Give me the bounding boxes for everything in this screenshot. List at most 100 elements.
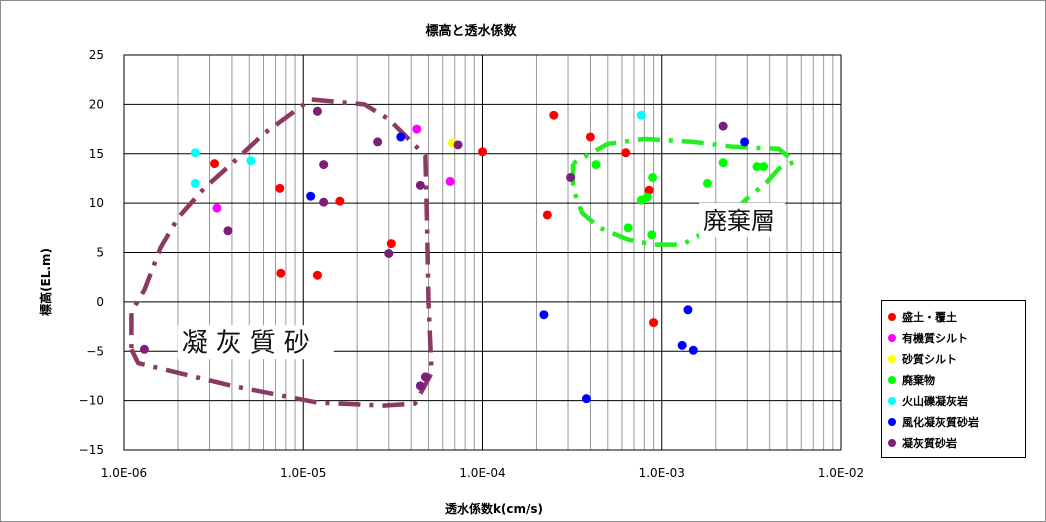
legend-item: 有機質シルト — [888, 327, 1025, 348]
legend-marker — [888, 396, 896, 405]
data-point — [718, 158, 728, 168]
y-tick-label: 5 — [96, 246, 104, 260]
data-point — [718, 121, 728, 131]
legend-item: 廃棄物 — [888, 369, 1025, 390]
legend-label: 盛土・覆土 — [902, 310, 957, 324]
data-point — [542, 210, 552, 220]
x-tick-label: 1.0E-05 — [280, 466, 326, 480]
legend-item: 盛土・覆土 — [888, 306, 1025, 327]
chart-title: 標高と透水係数 — [425, 23, 517, 39]
data-point — [703, 178, 713, 188]
y-tick-label: 20 — [89, 97, 104, 111]
data-point — [644, 185, 654, 195]
data-point — [210, 159, 220, 169]
data-point — [740, 137, 750, 147]
data-point — [647, 230, 657, 240]
data-point — [752, 162, 762, 172]
x-axis-label: 透水係数k(cm/s) — [445, 501, 543, 516]
y-tick-label: −10 — [79, 394, 104, 408]
legend-item: 凝灰質砂岩 — [888, 432, 1025, 453]
data-point — [139, 344, 149, 354]
x-tick-label: 1.0E-03 — [639, 466, 685, 480]
legend-item: 火山礫凝灰岩 — [888, 390, 1025, 411]
data-point — [312, 106, 322, 116]
data-point — [566, 172, 576, 182]
data-point — [478, 147, 487, 157]
annotations: 凝灰質砂 廃棄層 — [177, 202, 786, 360]
data-point — [621, 148, 631, 158]
data-point — [581, 394, 591, 404]
data-point — [683, 305, 693, 315]
legend-marker — [888, 375, 896, 384]
legend-label: 廃棄物 — [902, 373, 935, 387]
legend-label: 有機質シルト — [902, 331, 968, 345]
legend-marker — [888, 438, 896, 447]
data-point — [246, 156, 256, 166]
y-tick-label: 10 — [89, 196, 104, 210]
region-outlines — [129, 97, 797, 408]
data-point — [688, 345, 698, 355]
data-point — [335, 196, 345, 206]
data-points — [139, 106, 769, 404]
data-point — [759, 162, 769, 172]
data-point — [190, 148, 200, 158]
y-tick-label: 0 — [96, 295, 104, 309]
data-point — [453, 140, 463, 150]
y-tick-label: −5 — [86, 344, 104, 358]
y-axis-ticks: 25 20 15 10 5 0 −5 −10 −15 — [79, 48, 104, 457]
data-point — [396, 132, 406, 142]
legend-label: 火山礫凝灰岩 — [902, 394, 968, 408]
data-point — [585, 132, 595, 142]
x-tick-label: 1.0E-04 — [459, 466, 505, 480]
data-point — [212, 203, 222, 213]
data-point — [636, 110, 646, 120]
plot-area — [123, 54, 842, 451]
legend-marker — [888, 312, 896, 321]
data-point — [539, 310, 549, 320]
data-point — [623, 223, 633, 233]
x-axis-ticks: 1.0E-06 1.0E-05 1.0E-04 1.0E-03 1.0E-02 — [101, 466, 864, 480]
data-point — [591, 160, 601, 170]
data-point — [642, 192, 652, 202]
data-point — [384, 248, 394, 258]
data-point — [276, 268, 286, 278]
data-point — [415, 381, 425, 391]
waste-layer-region-outline — [570, 136, 797, 247]
data-point — [445, 176, 455, 186]
legend-label: 砂質シルト — [902, 352, 957, 366]
tuff-sand-label: 凝灰質砂 — [182, 328, 318, 358]
x-tick-label: 1.0E-06 — [101, 466, 147, 480]
y-tick-label: 15 — [89, 147, 104, 161]
y-axis-label: 標高(EL.m) — [38, 248, 53, 316]
legend: 盛土・覆土有機質シルト 砂質シルト廃棄物火山礫凝灰岩風化凝灰質砂岩凝灰質砂岩 — [881, 300, 1026, 458]
data-point — [549, 110, 559, 120]
data-point — [275, 183, 285, 193]
legend-label: 凝灰質砂岩 — [902, 436, 957, 450]
data-point — [306, 191, 316, 201]
data-point — [677, 340, 687, 350]
data-point — [415, 180, 425, 190]
y-tick-label: 25 — [89, 48, 104, 62]
data-point — [373, 137, 383, 147]
tuff-sand-region-outline — [129, 97, 434, 408]
data-point — [648, 172, 658, 182]
data-point — [386, 239, 396, 249]
legend-item: 風化凝灰質砂岩 — [888, 411, 1025, 432]
y-tick-label: −15 — [79, 443, 104, 457]
data-point — [319, 197, 329, 207]
data-point — [223, 226, 233, 236]
legend-item: 砂質シルト — [888, 348, 1025, 369]
legend-marker — [888, 417, 896, 426]
x-tick-label: 1.0E-02 — [818, 466, 864, 480]
data-point — [420, 372, 430, 382]
waste-layer-label: 廃棄層 — [703, 207, 775, 235]
data-point — [649, 318, 659, 328]
annotation-background — [177, 325, 334, 360]
grid — [123, 54, 841, 451]
data-point — [190, 178, 200, 188]
legend-marker — [888, 333, 896, 342]
legend-marker — [888, 354, 896, 363]
data-point — [412, 124, 422, 134]
